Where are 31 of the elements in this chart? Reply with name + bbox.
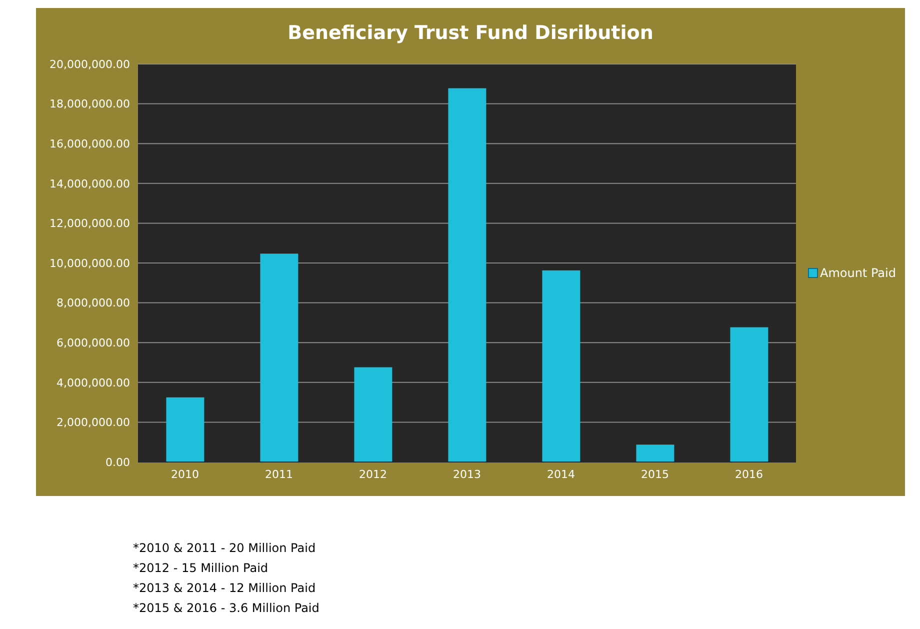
bar bbox=[354, 367, 392, 462]
bar bbox=[730, 327, 768, 462]
y-tick-label: 4,000,000.00 bbox=[56, 376, 130, 390]
bar bbox=[448, 88, 486, 462]
y-tick-label: 20,000,000.00 bbox=[50, 58, 130, 71]
text: *2010 & 2011 - 20 Million Paid bbox=[133, 540, 317, 557]
text: *2015 & 2016 - 3.6 Million Paid bbox=[133, 600, 320, 617]
bar bbox=[542, 270, 580, 462]
text: *2013 & 2014 - 12 Million Paid bbox=[133, 580, 317, 597]
bar bbox=[636, 444, 674, 462]
bar bbox=[166, 397, 204, 462]
y-tick-label: 2,000,000.00 bbox=[56, 416, 130, 430]
y-tick-label: 16,000,000.00 bbox=[50, 138, 130, 151]
bar bbox=[260, 254, 298, 462]
x-tick-label: 2011 bbox=[265, 468, 293, 481]
y-tick-label: 14,000,000.00 bbox=[50, 177, 130, 190]
x-tick-label: 2013 bbox=[453, 468, 481, 481]
y-tick-label: 18,000,000.00 bbox=[50, 98, 130, 111]
y-tick-label: 10,000,000.00 bbox=[50, 256, 130, 270]
x-tick-label: 2016 bbox=[735, 468, 763, 481]
x-tick-label: 2010 bbox=[171, 468, 199, 481]
chart-title: Beneficiary Trust Fund Disribution bbox=[286, 22, 654, 44]
x-tick-label: 2014 bbox=[547, 468, 575, 481]
x-tick-label: 2015 bbox=[641, 468, 669, 481]
y-tick-label: 6,000,000.00 bbox=[56, 336, 130, 350]
x-tick-label: 2012 bbox=[359, 468, 387, 481]
y-tick-label: 12,000,000.00 bbox=[50, 217, 130, 230]
y-tick-label: 0.00 bbox=[106, 456, 130, 469]
text: *2012 - 15 Million Paid bbox=[133, 560, 270, 577]
legend-label: Amount Paid bbox=[820, 266, 896, 280]
y-tick-label: 8,000,000.00 bbox=[56, 296, 130, 310]
